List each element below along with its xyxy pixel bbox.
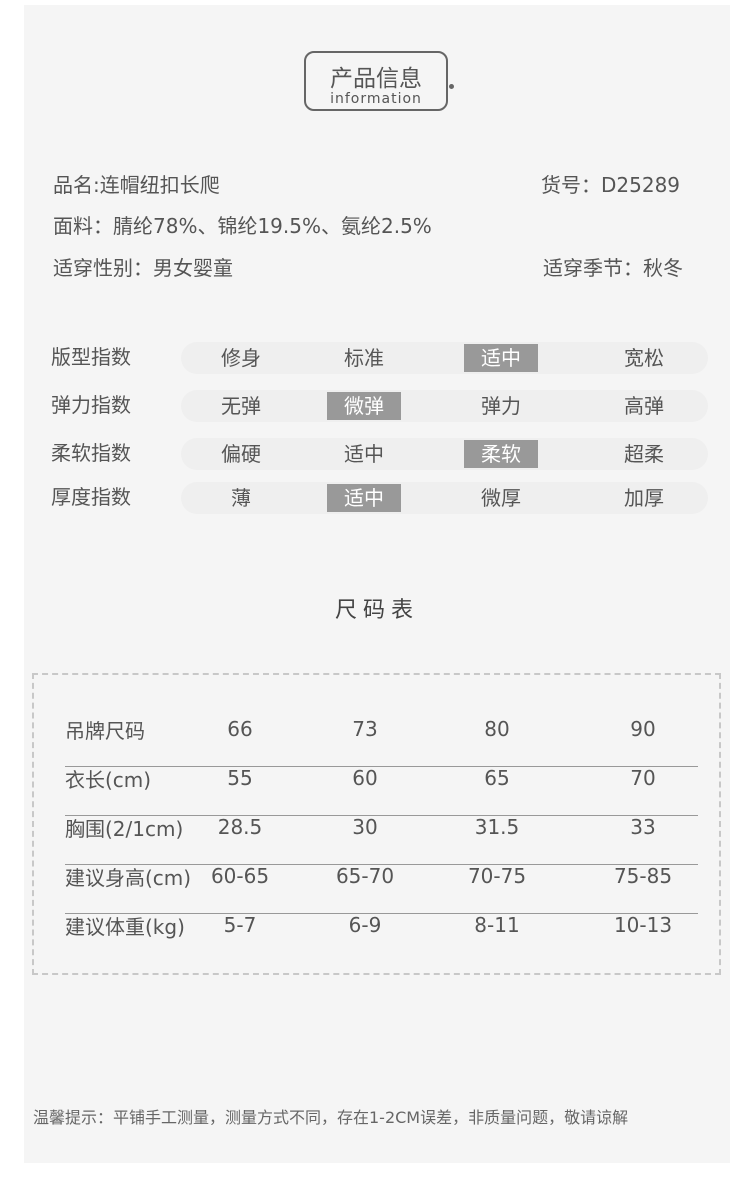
product-name: 品名:连帽纽扣长爬 [53,173,220,197]
table-row: 建议身高(cm) 60-65 65-70 70-75 75-85 [65,864,698,914]
table-cell: 80 [484,717,510,741]
product-material: 面料：腈纶78%、锦纶19.5%、氨纶2.5% [53,214,432,238]
index-option: 宽松 [624,346,664,370]
badge-title: 产品信息 [330,66,422,92]
index-option: 高弹 [624,394,664,418]
table-cell: 70-75 [467,864,527,888]
product-sku: 货号：D25289 [541,173,681,197]
index-option: 适中 [344,442,384,466]
index-option: 超柔 [624,442,664,466]
table-cell: 28.5 [217,815,263,839]
table-cell: 66 [227,717,253,741]
table-cell: 60-65 [210,864,270,888]
row-header: 建议身高(cm) [65,866,192,890]
table-row: 胸围(2/1cm) 28.5 30 31.5 33 [65,815,698,865]
badge-subtitle: information [330,91,422,107]
table-cell: 30 [352,815,378,839]
index-label: 版型指数 [51,345,131,369]
index-option: 偏硬 [221,442,261,466]
index-option: 薄 [231,486,251,510]
row-header: 吊牌尺码 [65,719,145,743]
badge-dot [449,84,454,89]
page-card [24,5,730,1163]
index-option: 弹力 [481,394,521,418]
table-cell: 55 [227,766,253,790]
index-scale: 无弹 微弹 弹力 高弹 [181,390,708,422]
size-chart-title: 尺码表 [334,598,419,623]
index-scale: 偏硬 适中 柔软 超柔 [181,438,708,470]
table-cell: 5-7 [223,913,257,937]
table-row: 衣长(cm) 55 60 65 70 [65,766,698,816]
product-gender: 适穿性别：男女婴童 [53,256,233,280]
index-label: 柔软指数 [51,441,131,465]
table-cell: 6-9 [348,913,382,937]
index-option: 标准 [344,346,384,370]
index-option: 加厚 [624,486,664,510]
table-cell: 33 [630,815,656,839]
table-cell: 73 [352,717,378,741]
table-cell: 75-85 [613,864,673,888]
index-option: 微厚 [481,486,521,510]
index-label: 厚度指数 [51,485,131,509]
index-option-selected: 微弹 [327,392,401,420]
table-cell: 8-11 [474,913,520,937]
row-header: 胸围(2/1cm) [65,817,184,841]
index-option: 无弹 [221,394,261,418]
row-header: 衣长(cm) [65,768,152,792]
table-cell: 65-70 [335,864,395,888]
product-season: 适穿季节：秋冬 [543,256,683,280]
index-option: 修身 [221,346,261,370]
table-cell: 70 [630,766,656,790]
table-cell: 65 [484,766,510,790]
table-row: 建议体重(kg) 5-7 6-9 8-11 10-13 [65,913,698,962]
table-row: 吊牌尺码 66 73 80 90 [65,717,698,767]
table-cell: 60 [352,766,378,790]
table-cell: 90 [630,717,656,741]
section-badge: 产品信息 information [304,51,448,111]
size-chart-box [32,673,721,975]
index-scale: 修身 标准 适中 宽松 [181,342,708,374]
index-option-selected: 适中 [464,344,538,372]
index-scale: 薄 适中 微厚 加厚 [181,482,708,514]
table-cell: 31.5 [474,815,520,839]
index-option-selected: 适中 [327,484,401,512]
row-header: 建议体重(kg) [65,915,185,939]
index-option-selected: 柔软 [464,440,538,468]
measurement-tip: 温馨提示：平铺手工测量，测量方式不同，存在1-2CM误差，非质量问题，敬请谅解 [33,1108,629,1127]
table-cell: 10-13 [613,913,673,937]
index-label: 弹力指数 [51,393,131,417]
